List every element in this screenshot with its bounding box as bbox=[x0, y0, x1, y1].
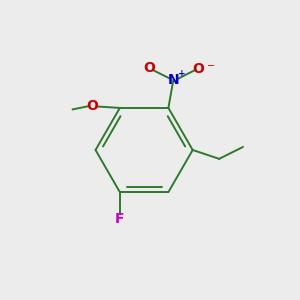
Text: O: O bbox=[86, 100, 98, 113]
Text: −: − bbox=[207, 61, 215, 71]
Text: +: + bbox=[178, 68, 185, 77]
Text: O: O bbox=[143, 61, 155, 75]
Text: F: F bbox=[115, 212, 124, 226]
Text: O: O bbox=[192, 62, 204, 76]
Text: N: N bbox=[167, 74, 179, 87]
